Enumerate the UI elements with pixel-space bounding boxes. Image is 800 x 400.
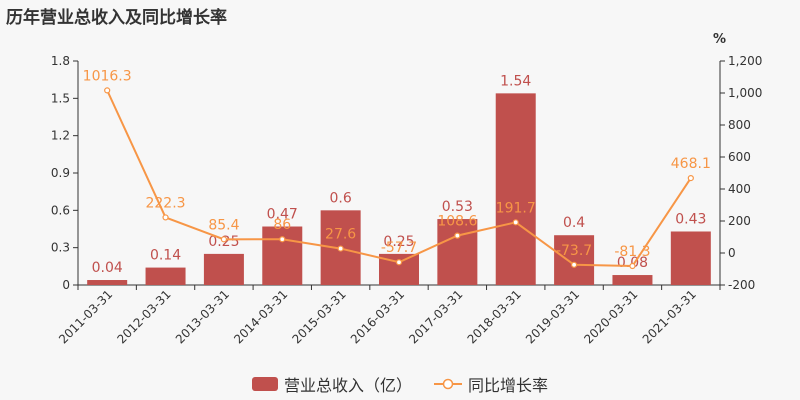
line-point — [337, 245, 344, 252]
line-data-label: 27.6 — [325, 227, 356, 243]
line-data-labels: 1016.3 222.3 85.4 86 27.6 -57.7 108.6 191.7 -73.… — [83, 68, 711, 260]
x-tick-label: 2017-03-31 — [406, 287, 465, 346]
bar-data-label: 0.04 — [92, 260, 123, 276]
y-right-tick-label: 400 — [728, 182, 751, 196]
bar-data-label: 0.53 — [442, 199, 473, 215]
y-right-unit: % — [713, 32, 726, 47]
y-right-tick-label: 1,200 — [728, 54, 762, 68]
y-right-tick-label: 800 — [728, 118, 751, 132]
x-tick-label: 2020-03-31 — [581, 287, 640, 346]
chart-axes: 0 0.3 0.6 0.9 1.2 1.5 1.8 -200 0 200 400 600 800 1,00… — [51, 32, 762, 346]
bar — [437, 219, 478, 285]
y-left-tick-label: 1.5 — [51, 91, 70, 105]
line-point — [220, 236, 228, 243]
y-right-tick-label: 1,000 — [728, 86, 762, 100]
bar-data-label: 0.14 — [150, 248, 181, 264]
y-left-tick-label: 1.2 — [51, 129, 70, 143]
y-left-tick-label: 1.8 — [51, 54, 70, 68]
legend-bar-swatch — [251, 377, 278, 391]
bar — [554, 235, 595, 285]
bar-data-labels: 0.040.140.250.470.60.250.531.540.40.080.… — [92, 73, 707, 276]
line-data-label: 468.1 — [671, 156, 711, 172]
bar — [87, 280, 128, 285]
line-point — [279, 236, 286, 243]
bar-data-label: 0.6 — [330, 190, 352, 206]
line-point — [570, 261, 578, 268]
x-tick-label: 2012-03-31 — [114, 287, 173, 346]
line-data-label: -57.7 — [381, 240, 417, 256]
legend-label-revenue: 营业总收入（亿） — [283, 376, 412, 395]
line-series — [104, 87, 694, 270]
bar — [262, 226, 303, 285]
line-data-label: -73.7 — [556, 243, 592, 259]
line-point — [104, 87, 111, 94]
bar — [145, 267, 186, 285]
bar — [612, 275, 653, 285]
line-data-label: 85.4 — [208, 217, 239, 233]
line-point — [687, 175, 694, 182]
line-data-label: 222.3 — [145, 195, 185, 211]
legend-label-growth: 同比增长率 — [468, 376, 549, 395]
bar — [670, 231, 711, 285]
legend-line-swatch — [434, 378, 462, 390]
line-point — [162, 214, 169, 221]
y-left-tick-label: 0 — [62, 278, 70, 292]
y-right-tick-label: 200 — [728, 214, 751, 228]
bar — [203, 253, 244, 285]
y-left-tick-label: 0.6 — [51, 203, 70, 217]
x-tick-label: 2015-03-31 — [290, 287, 349, 346]
x-tick-label: 2016-03-31 — [348, 287, 407, 346]
line-data-label: 191.7 — [496, 200, 536, 216]
bar-data-label: 0.25 — [383, 234, 414, 250]
y-right-tick-label: 600 — [728, 150, 751, 164]
x-tick-label: 2014-03-31 — [231, 287, 290, 346]
legend-item-revenue[interactable]: 营业总收入（亿） — [251, 372, 412, 396]
x-tick-label: 2019-03-31 — [523, 287, 582, 346]
line-point — [512, 219, 519, 226]
bar-data-label: 0.43 — [675, 211, 706, 227]
y-left-tick-label: 0.9 — [51, 166, 70, 180]
line-data-label: 86 — [273, 217, 291, 233]
legend: 营业总收入（亿） 同比增长率 — [0, 372, 800, 396]
bar-data-label: 0.47 — [267, 207, 298, 223]
y-right-tick-label: 0 — [728, 246, 736, 260]
line-point — [395, 259, 403, 266]
line-point — [454, 232, 461, 239]
x-tick-label: 2018-03-31 — [465, 287, 524, 346]
x-tick-label: 2011-03-31 — [56, 287, 115, 346]
line-data-label: 108.6 — [437, 214, 477, 230]
legend-item-growth[interactable]: 同比增长率 — [434, 372, 548, 396]
y-left-tick-label: 0.3 — [51, 241, 70, 255]
line-point — [629, 262, 636, 270]
line-data-label: 1016.3 — [83, 68, 132, 84]
x-tick-label: 2021-03-31 — [640, 287, 699, 346]
bar-data-label: 1.54 — [500, 73, 531, 89]
bar — [495, 93, 536, 285]
bar-data-label: 0.4 — [563, 215, 585, 231]
x-tick-label: 2013-03-31 — [173, 287, 232, 346]
y-right-tick-label: -200 — [728, 278, 755, 292]
chart-title: 历年营业总收入及同比增长率 — [6, 8, 227, 28]
line-data-label: -81.3 — [614, 244, 650, 260]
